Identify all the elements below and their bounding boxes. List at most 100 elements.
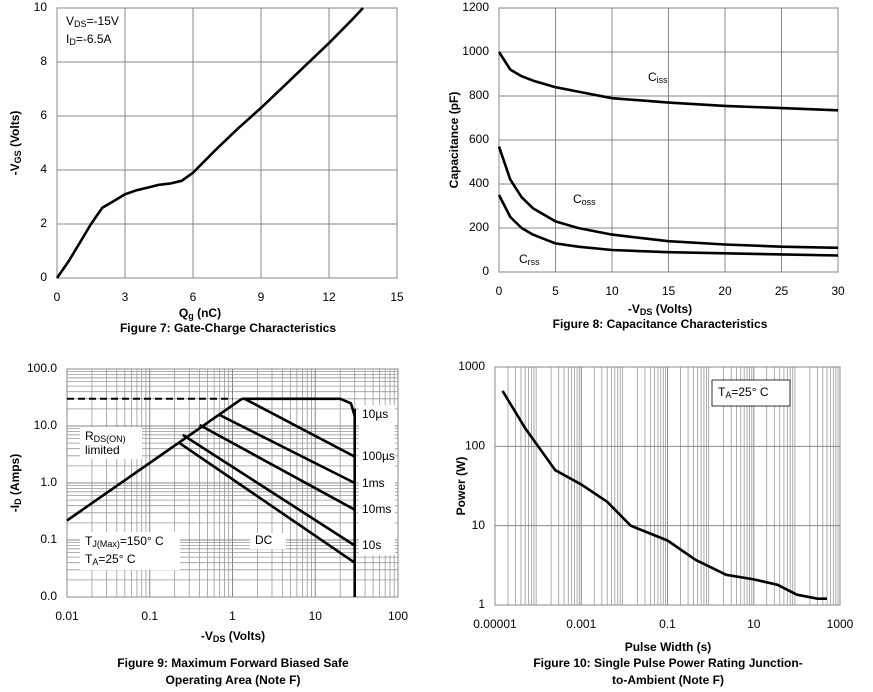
x-axis-label-part: -V	[628, 302, 640, 316]
y-tick-label: 1.0	[40, 475, 57, 489]
y-axis-label-part: D	[13, 498, 23, 505]
series-label: 100µs	[362, 449, 395, 463]
x-axis-label: -VDS (Volts)	[201, 629, 265, 644]
y-axis-label-part: (Volts)	[8, 111, 22, 151]
annotation: RDS(ON)	[85, 429, 126, 444]
series-line	[497, 51, 839, 112]
annotation-part: =25° C	[98, 552, 135, 566]
y-axis-label-part: -V	[8, 163, 22, 175]
label-box	[359, 405, 395, 555]
series-line	[501, 390, 827, 600]
x-axis-label-part: DS	[640, 307, 653, 317]
x-tick-label: 0	[496, 284, 503, 298]
y-axis-label-part: GS	[13, 150, 23, 163]
y-axis-label-part: Power (W)	[454, 457, 468, 516]
y-tick-label: 10	[34, 0, 48, 14]
x-tick-label: 3	[122, 290, 129, 304]
annotation-part: A	[92, 557, 98, 567]
annotation-part: T	[85, 552, 93, 566]
annotation: TA=25° C	[85, 552, 136, 567]
x-tick-label: 15	[662, 284, 676, 298]
y-tick-label: 100	[465, 439, 485, 453]
plot-frame	[66, 368, 399, 598]
y-tick-label: 0	[40, 270, 47, 284]
x-tick-label: 9	[258, 290, 265, 304]
y-tick-label: 1	[478, 597, 485, 611]
x-axis-label: Pulse Width (s)	[625, 640, 712, 654]
chart-title: Figure 7: Gate-Charge Characteristics	[120, 321, 336, 335]
y-tick-label: 0.1	[40, 532, 57, 546]
chart-title: Figure 10: Single Pulse Power Rating Jun…	[533, 656, 802, 670]
x-tick-label: 0	[54, 290, 61, 304]
series-label: 1ms	[362, 476, 385, 490]
x-axis-label-part: -V	[201, 629, 213, 643]
annotation: VDS=-15V	[66, 14, 119, 29]
x-tick-label: 12	[322, 290, 336, 304]
plot-frame	[56, 7, 398, 279]
y-tick-label: 1200	[462, 0, 489, 14]
annotation-part: DS	[74, 19, 87, 29]
series-line	[241, 397, 356, 417]
x-tick-label: 30	[831, 284, 845, 298]
y-tick-label: 6	[40, 108, 47, 122]
y-axis-label: Power (W)	[454, 457, 468, 516]
x-tick-label: 0.1	[659, 617, 676, 631]
series-label: Ciss	[648, 70, 668, 85]
y-tick-label: 400	[469, 176, 489, 190]
series-label: Crss	[519, 252, 540, 267]
annotation: TA=25° C	[718, 385, 769, 400]
series-line	[178, 442, 356, 564]
y-axis-label-part: -I	[8, 505, 22, 512]
x-tick-label: 20	[718, 284, 732, 298]
y-tick-label: 8	[40, 54, 47, 68]
series-line	[181, 433, 356, 547]
x-axis-label-part: (Volts)	[225, 629, 265, 643]
x-tick-label: 10	[309, 609, 323, 623]
y-axis-label: Capacitance (pF)	[447, 92, 461, 189]
annotation-part: limited	[85, 443, 120, 457]
annotation-part: =-6.5A	[76, 32, 112, 46]
chart-title: Figure 9: Maximum Forward Biased Safe	[117, 656, 349, 670]
label-box	[80, 427, 142, 459]
y-axis-label: -ID (Amps)	[8, 454, 23, 513]
chart-title: to-Ambient (Note F)	[612, 673, 724, 687]
plot-frame	[494, 366, 841, 606]
series-label: 10ms	[362, 502, 391, 516]
y-tick-label: 2	[40, 216, 47, 230]
x-axis-label: Qg (nC)	[179, 306, 221, 321]
x-axis-label-part: Pulse Width (s)	[625, 640, 712, 654]
annotation-part: DS(ON)	[94, 434, 126, 444]
series-line	[497, 194, 839, 257]
x-tick-label: 0.01	[55, 609, 79, 623]
y-tick-label: 800	[469, 88, 489, 102]
x-axis-label: -VDS (Volts)	[628, 302, 692, 317]
x-tick-label: 10	[747, 617, 761, 631]
series-line	[219, 413, 356, 485]
annotation-part: T	[718, 385, 726, 399]
series-line	[66, 397, 243, 522]
x-tick-label: 15	[390, 290, 404, 304]
series-line	[198, 423, 356, 511]
y-tick-label: 0	[482, 264, 489, 278]
y-tick-label: 10.0	[34, 418, 58, 432]
annotation-part: V	[66, 14, 74, 28]
y-tick-label: 600	[469, 132, 489, 146]
chart-title: Operating Area (Note F)	[166, 673, 301, 687]
annotation-part: A	[725, 390, 731, 400]
x-axis-label-part: Q	[179, 306, 188, 320]
x-axis-label-part: (nC)	[194, 306, 221, 320]
x-tick-label: 25	[775, 284, 789, 298]
annotation: TJ(Max)=150° C	[85, 534, 164, 549]
series-label: DC	[255, 533, 273, 547]
x-tick-label: 1000	[827, 617, 854, 631]
series-label: 10s	[362, 538, 381, 552]
annotation-part: T	[85, 534, 93, 548]
series-line	[243, 397, 356, 458]
label-box	[711, 379, 791, 407]
x-tick-label: 10	[605, 284, 619, 298]
y-tick-label: 4	[40, 162, 47, 176]
y-tick-label: 200	[469, 220, 489, 234]
annotation: limited	[85, 443, 120, 457]
x-tick-label: 1	[229, 609, 236, 623]
annotation-part: R	[85, 429, 94, 443]
